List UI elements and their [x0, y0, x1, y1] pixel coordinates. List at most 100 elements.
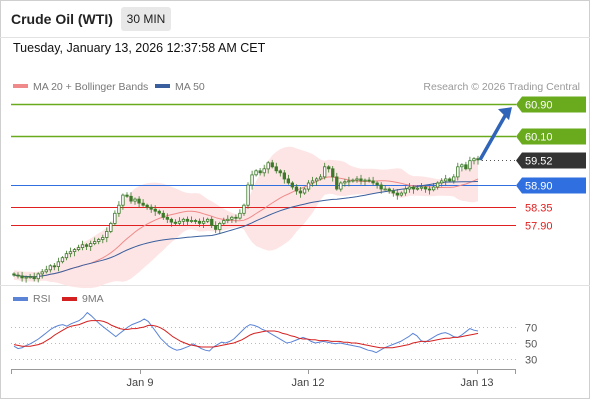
- ma20-legend-label: MA 20 + Bollinger Bands: [33, 81, 148, 93]
- support-level-label: 58.35: [525, 203, 553, 215]
- candle: [367, 177, 371, 183]
- candle: [395, 189, 400, 200]
- candle: [318, 174, 323, 181]
- candle: [448, 177, 452, 183]
- timeframe-label: 30 MIN: [127, 12, 166, 26]
- level-label-box: [516, 177, 586, 194]
- candle: [363, 178, 367, 186]
- candle: [391, 188, 395, 197]
- level-label-text: 58.90: [525, 181, 553, 193]
- rsi-legend-swatch: [13, 297, 28, 301]
- candle: [117, 201, 121, 217]
- candle: [294, 184, 299, 195]
- candle: [97, 237, 101, 245]
- rsi-legend-label: RSI: [33, 293, 51, 305]
- candle: [210, 216, 214, 228]
- ma20-legend-swatch: [13, 84, 28, 88]
- candle: [286, 174, 291, 185]
- candle: [302, 187, 307, 195]
- candle: [282, 170, 287, 184]
- candle: [375, 181, 379, 189]
- resistance-level-label: 60.90: [516, 96, 586, 113]
- candle: [157, 209, 161, 215]
- candle: [177, 217, 182, 226]
- candle: [185, 216, 190, 226]
- candle: [12, 272, 16, 277]
- candle: [468, 156, 472, 172]
- candle: [129, 192, 133, 204]
- candle: [101, 234, 105, 244]
- current-level-label: 59.52: [516, 152, 586, 169]
- candle: [85, 243, 89, 250]
- candle: [105, 227, 109, 243]
- candle: [314, 177, 319, 186]
- rsi-ma-legend-label: 9MA: [82, 293, 104, 305]
- candle: [310, 176, 315, 187]
- candle: [250, 170, 254, 190]
- candle: [193, 218, 198, 224]
- candle: [371, 176, 375, 186]
- candle: [20, 271, 24, 282]
- candle: [306, 180, 311, 192]
- candle: [460, 163, 464, 172]
- candle: [109, 221, 113, 234]
- candle: [242, 203, 246, 216]
- rsi-panel: 70 50 30: [11, 311, 537, 367]
- forecast-arrow-shaft: [478, 113, 508, 161]
- forecast-arrow-head: [498, 107, 512, 121]
- candle: [226, 215, 230, 224]
- candle: [387, 187, 391, 194]
- candle: [173, 219, 178, 225]
- candle: [435, 181, 440, 190]
- candle: [56, 257, 60, 272]
- candle: [278, 169, 282, 177]
- candle: [270, 159, 274, 169]
- candle: [113, 210, 117, 226]
- candle: [423, 185, 428, 193]
- candle: [439, 178, 444, 187]
- x-tick-label: Jan 13: [460, 377, 493, 389]
- candle: [40, 269, 44, 279]
- level-label-text: 60.10: [525, 132, 553, 144]
- candle: [189, 216, 194, 223]
- candle: [431, 183, 436, 192]
- candle: [254, 169, 258, 177]
- candle: [464, 161, 468, 171]
- candle: [80, 240, 85, 251]
- timeframe-badge[interactable]: 30 MIN: [121, 7, 171, 31]
- candle: [165, 213, 170, 223]
- candle: [347, 176, 351, 187]
- x-axis: Jan 9 Jan 12 Jan 13: [11, 369, 516, 389]
- candle: [137, 196, 141, 208]
- x-tick-label: Jan 9: [127, 377, 154, 389]
- candle: [298, 187, 303, 198]
- chart-title: Crude Oil (WTI): [11, 11, 113, 27]
- level-label-text: 58.35: [525, 203, 553, 215]
- candle: [214, 221, 218, 234]
- candle: [411, 185, 416, 194]
- candle: [274, 162, 278, 174]
- bollinger-bands: [14, 146, 478, 289]
- candle: [383, 185, 387, 191]
- candle: [403, 186, 408, 196]
- ma50-legend-label: MA 50: [175, 81, 205, 93]
- candle: [456, 162, 460, 181]
- candlesticks: [12, 155, 480, 283]
- forecast-arrow: [478, 107, 512, 161]
- candle: [415, 185, 420, 191]
- candle: [141, 199, 145, 207]
- moving-averages: [13, 176, 479, 278]
- candle: [60, 256, 65, 264]
- candle: [218, 221, 222, 235]
- rsi-ma-line: [13, 320, 479, 349]
- candle: [44, 265, 48, 274]
- candle: [234, 214, 238, 223]
- pivot-level-label: 58.90: [516, 177, 586, 194]
- candle: [153, 205, 157, 216]
- source-credit: Research © 2026 Trading Central: [423, 81, 580, 93]
- candle: [201, 217, 206, 228]
- level-label-box: [516, 96, 586, 113]
- bollinger-band-area: [14, 146, 478, 289]
- candle: [407, 183, 412, 193]
